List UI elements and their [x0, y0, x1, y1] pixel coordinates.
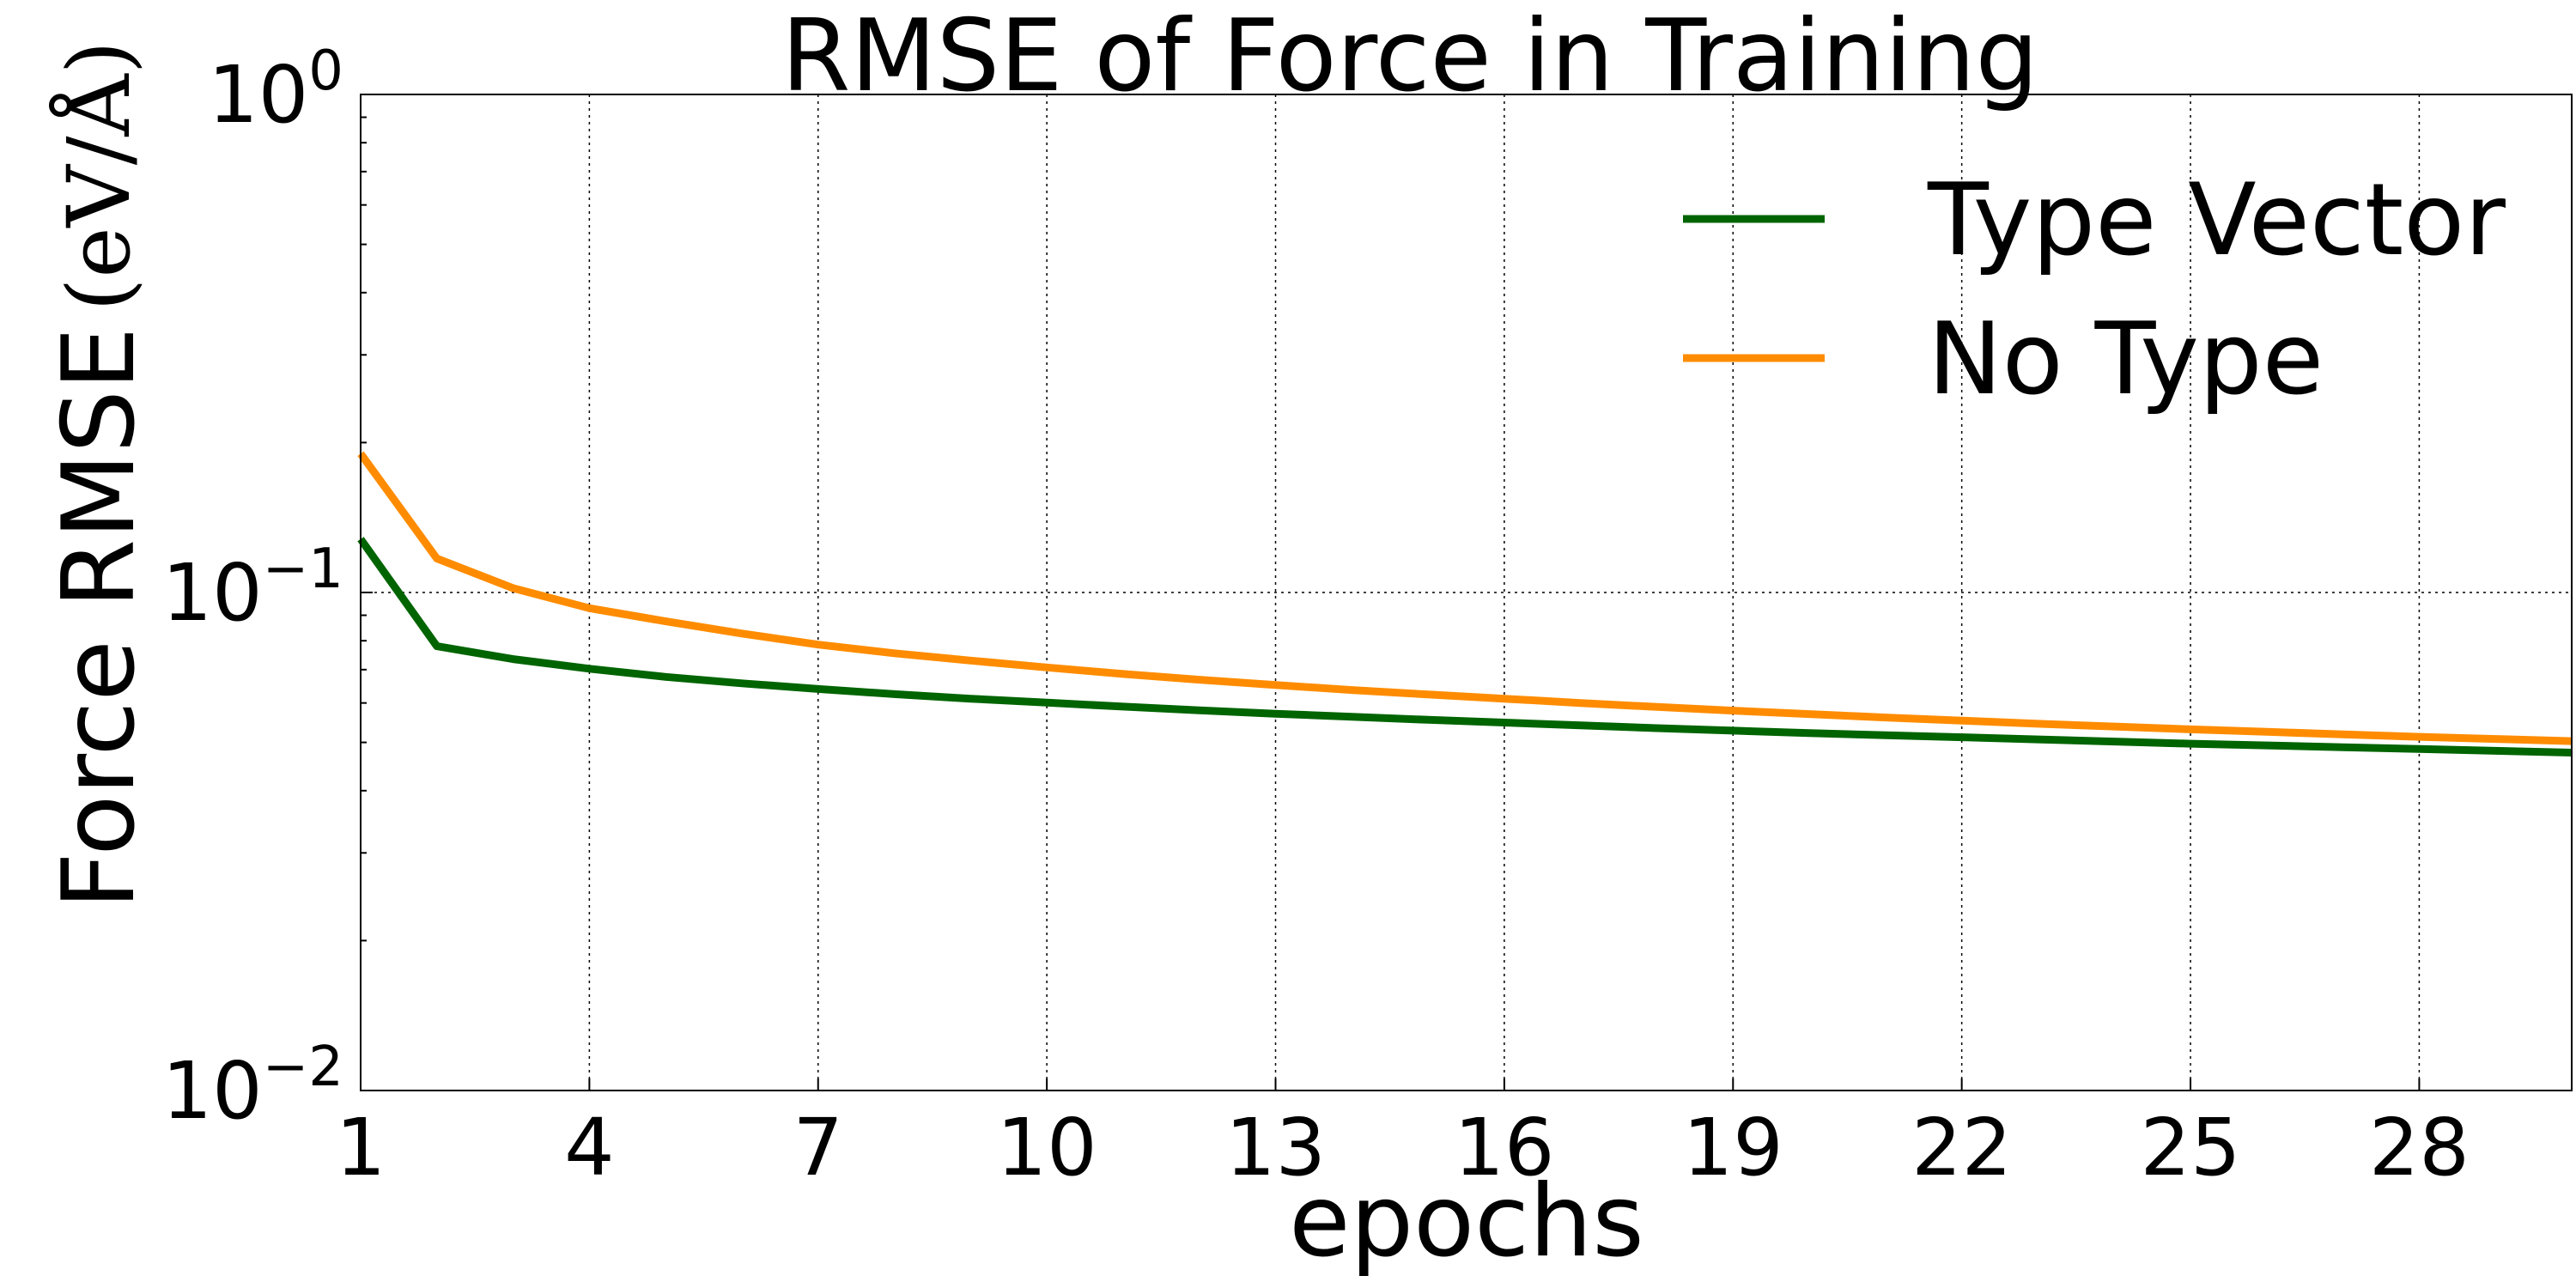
- ticks: 1 4 7 10 13 16 19 22 25 28 10−2 10−1 100: [162, 39, 2470, 1194]
- y-axis-label: Force RMSE: [41, 327, 157, 909]
- x-tick-label: 1: [336, 1102, 386, 1194]
- x-axis-label: epochs: [1289, 1163, 1644, 1279]
- series-line-type-vector: [357, 537, 2573, 756]
- x-tick-label: 22: [1911, 1102, 2012, 1194]
- series-layer: [357, 451, 2573, 756]
- y-axis-label-group: Force RMSE (eV/Å): [41, 40, 157, 909]
- x-tick-label: 19: [1683, 1102, 1783, 1194]
- x-tick-label: 7: [793, 1102, 843, 1194]
- y-axis-unit: (eV/Å): [49, 40, 149, 311]
- y-tick-label: 10−1: [162, 538, 343, 639]
- x-tick-label: 16: [1454, 1102, 1554, 1194]
- legend-label-no-type: No Type: [1928, 301, 2324, 417]
- y-tick-label: 10−2: [162, 1036, 343, 1137]
- legend-label-type-vector: Type Vector: [1927, 162, 2506, 278]
- chart-title: RMSE of Force in Training: [781, 0, 2038, 114]
- x-tick-label: 28: [2369, 1102, 2470, 1194]
- x-tick-label: 10: [997, 1102, 1097, 1194]
- x-tick-label: 4: [564, 1102, 615, 1194]
- series-line-no-type: [357, 451, 2573, 745]
- y-tick-label: 100: [208, 39, 343, 141]
- legend: Type Vector No Type: [1683, 162, 2506, 417]
- x-tick-label: 13: [1225, 1102, 1326, 1194]
- x-tick-label: 25: [2140, 1102, 2240, 1194]
